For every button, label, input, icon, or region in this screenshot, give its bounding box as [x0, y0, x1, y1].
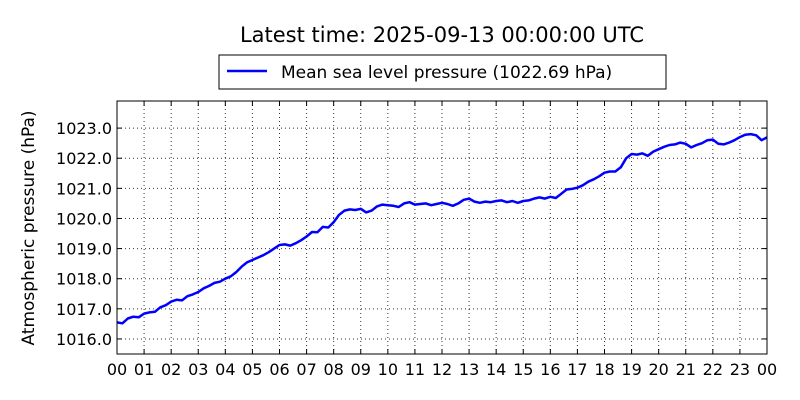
x-tick-label: 13 [459, 360, 479, 379]
plot-area-frame [116, 100, 768, 355]
chart-title: Latest time: 2025-09-13 00:00:00 UTC [240, 23, 644, 47]
y-axis-label: Atmospheric pressure (hPa) [19, 110, 39, 345]
x-tick-label: 06 [269, 360, 289, 379]
grid-lines [117, 101, 767, 354]
y-tick-label: 1016.0 [56, 330, 112, 349]
y-tick-label: 1020.0 [56, 209, 112, 228]
x-tick-label: 23 [730, 360, 750, 379]
x-tick-label: 05 [242, 360, 262, 379]
x-tick-label: 00 [107, 360, 127, 379]
series-line-mslp [116, 132, 768, 325]
x-tick-label: 09 [351, 360, 371, 379]
x-tick-label: 12 [432, 360, 452, 379]
x-tick-label: 14 [486, 360, 506, 379]
x-tick-label: 21 [676, 360, 696, 379]
x-tick-label: 16 [540, 360, 560, 379]
x-tick-label: 04 [215, 360, 235, 379]
legend-box [218, 54, 667, 90]
y-tick-label: 1017.0 [56, 300, 112, 319]
x-tick-label: 18 [594, 360, 614, 379]
x-tick-label: 01 [134, 360, 154, 379]
x-tick-label: 10 [378, 360, 398, 379]
x-tick-label: 07 [296, 360, 316, 379]
y-tick-label: 1021.0 [56, 179, 112, 198]
legend-label: Mean sea level pressure (1022.69 hPa) [281, 63, 612, 83]
legend: Mean sea level pressure (1022.69 hPa) [218, 54, 667, 90]
x-axis-ticks: 00 01 02 03 04 05 06 07 08 09 10 11 12 13 14 15 16 17 18 19… [107, 101, 777, 379]
x-tick-label: 15 [513, 360, 533, 379]
x-tick-label: 11 [405, 360, 425, 379]
x-tick-label: 00 [757, 360, 777, 379]
x-tick-label: 20 [648, 360, 668, 379]
y-tick-label: 1018.0 [56, 270, 112, 289]
x-tick-label: 22 [703, 360, 723, 379]
y-tick-label: 1023.0 [56, 119, 112, 138]
y-tick-label: 1019.0 [56, 240, 112, 259]
y-tick-label: 1022.0 [56, 149, 112, 168]
x-tick-label: 08 [323, 360, 343, 379]
x-tick-label: 02 [161, 360, 181, 379]
x-tick-label: 19 [621, 360, 641, 379]
y-axis-ticks: 1016.0 1017.0 1018.0 1019.0 1020.0 1021.0 1022… [56, 119, 767, 349]
x-tick-label: 17 [567, 360, 587, 379]
x-tick-label: 03 [188, 360, 208, 379]
